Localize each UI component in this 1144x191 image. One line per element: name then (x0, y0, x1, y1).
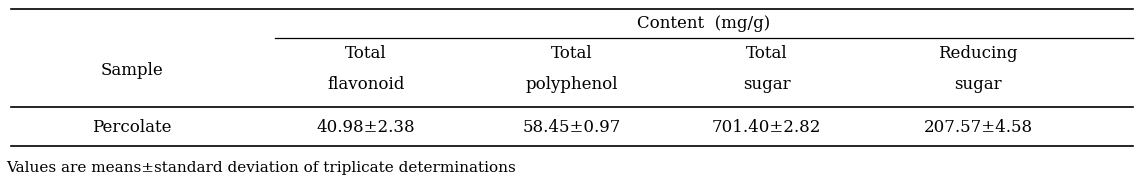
Text: sugar: sugar (742, 76, 791, 94)
Text: 40.98±2.38: 40.98±2.38 (317, 118, 415, 136)
Text: 207.57±4.58: 207.57±4.58 (923, 118, 1033, 136)
Text: flavonoid: flavonoid (327, 76, 405, 94)
Text: 701.40±2.82: 701.40±2.82 (712, 118, 821, 136)
Text: Reducing: Reducing (938, 45, 1018, 62)
Text: Total: Total (345, 45, 387, 62)
Text: 58.45±0.97: 58.45±0.97 (523, 118, 621, 136)
Text: Sample: Sample (101, 62, 162, 79)
Text: Total: Total (551, 45, 593, 62)
Text: polyphenol: polyphenol (526, 76, 618, 94)
Text: Total: Total (746, 45, 787, 62)
Text: Values are means±standard deviation of triplicate determinations: Values are means±standard deviation of t… (6, 161, 516, 175)
Text: sugar: sugar (954, 76, 1002, 94)
Text: Content  (mg/g): Content (mg/g) (637, 15, 770, 32)
Text: Percolate: Percolate (92, 118, 172, 136)
